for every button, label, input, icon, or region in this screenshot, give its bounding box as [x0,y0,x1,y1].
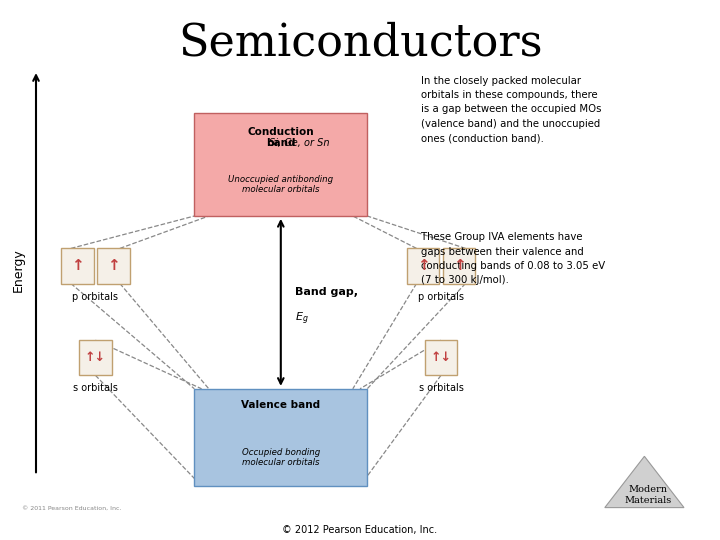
FancyBboxPatch shape [61,248,94,284]
FancyBboxPatch shape [97,248,130,284]
FancyBboxPatch shape [407,248,439,284]
Text: $E_g$: $E_g$ [295,310,309,327]
Text: s orbitals: s orbitals [73,383,118,394]
Text: In the closely packed molecular
orbitals in these compounds, there
is a gap betw: In the closely packed molecular orbitals… [421,76,602,143]
Text: ↑↓: ↑↓ [85,351,106,364]
Text: p orbitals: p orbitals [73,292,118,302]
FancyBboxPatch shape [194,113,367,216]
Text: Occupied bonding
molecular orbitals: Occupied bonding molecular orbitals [242,448,320,467]
Text: Si, Ge, or Sn: Si, Ge, or Sn [269,138,329,148]
Text: Semiconductors: Semiconductors [178,22,542,65]
Text: p orbitals: p orbitals [418,292,464,302]
Text: © 2011 Pearson Education, Inc.: © 2011 Pearson Education, Inc. [22,505,121,510]
Text: Conduction
band: Conduction band [248,127,314,148]
Polygon shape [605,456,684,508]
FancyBboxPatch shape [425,340,457,375]
Text: Band gap,: Band gap, [295,287,359,296]
Text: © 2012 Pearson Education, Inc.: © 2012 Pearson Education, Inc. [282,524,438,535]
Text: Unoccupied antibonding
molecular orbitals: Unoccupied antibonding molecular orbital… [228,175,333,194]
Text: s orbitals: s orbitals [418,383,464,394]
Text: Modern
Materials: Modern Materials [624,485,672,505]
FancyBboxPatch shape [79,340,112,375]
Text: ↑↓: ↑↓ [431,351,451,364]
FancyBboxPatch shape [194,389,367,486]
Text: ↑: ↑ [71,259,84,273]
Text: ↑: ↑ [417,259,429,273]
FancyBboxPatch shape [443,248,475,284]
Text: These Group IVA elements have
gaps between their valence and
conducting bands of: These Group IVA elements have gaps betwe… [421,232,606,286]
Text: ↑: ↑ [107,259,120,273]
Text: Energy: Energy [12,248,24,292]
Text: Valence band: Valence band [241,400,320,410]
Text: ↑: ↑ [453,259,465,273]
